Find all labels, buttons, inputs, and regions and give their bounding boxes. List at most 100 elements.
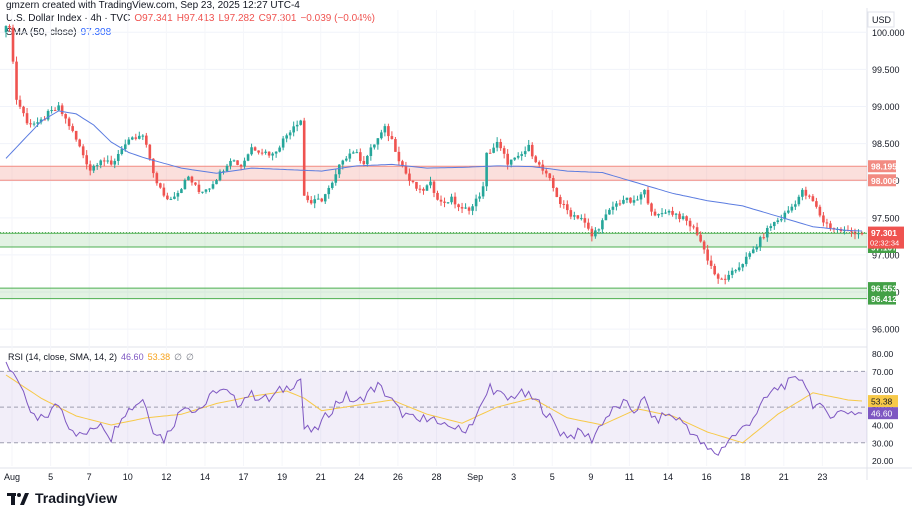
candle-body bbox=[408, 173, 411, 181]
resistance-label: 98.195 bbox=[871, 162, 897, 172]
rsi-ma-axis-label: 53.38 bbox=[871, 397, 893, 407]
candle-body bbox=[127, 139, 131, 145]
candle-body bbox=[481, 186, 485, 197]
candle-body bbox=[485, 152, 488, 187]
support-label: 96.553 bbox=[871, 284, 897, 294]
candle-body bbox=[467, 207, 471, 211]
time-tick-label: 17 bbox=[239, 472, 249, 482]
candle-body bbox=[583, 218, 587, 223]
candle-body bbox=[548, 173, 552, 179]
candle-body bbox=[99, 160, 103, 166]
candle-body bbox=[225, 165, 229, 172]
candle-body bbox=[464, 207, 467, 209]
candle-body bbox=[74, 130, 78, 140]
candle-body bbox=[330, 182, 334, 188]
candle-body bbox=[688, 220, 692, 227]
candle-body bbox=[327, 187, 331, 195]
rsi-title[interactable]: RSI (14, close, SMA, 14, 2) bbox=[8, 352, 118, 362]
countdown-label: 02:32:34 bbox=[870, 239, 899, 248]
candle-body bbox=[190, 176, 194, 183]
rsi-ma-value: 53.38 bbox=[147, 352, 171, 362]
candle-body bbox=[723, 278, 727, 280]
time-tick-label: 14 bbox=[663, 472, 673, 482]
candle-body bbox=[92, 165, 96, 171]
candle-body bbox=[418, 188, 422, 190]
candle-body bbox=[597, 229, 601, 231]
support-zone bbox=[0, 288, 867, 299]
candle-body bbox=[278, 147, 281, 152]
candle-body bbox=[46, 110, 50, 120]
candle-body bbox=[401, 161, 404, 166]
candle-body bbox=[443, 201, 446, 203]
candle-body bbox=[716, 274, 720, 279]
candle-body bbox=[439, 199, 443, 202]
last-price-label: 97.301 bbox=[871, 228, 897, 238]
price-tick-label: 98.500 bbox=[872, 139, 900, 149]
support-label-box bbox=[868, 282, 896, 295]
currency-box[interactable] bbox=[867, 11, 895, 28]
time-tick-label: 26 bbox=[393, 472, 403, 482]
candle-body bbox=[341, 160, 345, 165]
candle-body bbox=[492, 147, 495, 153]
candle-body bbox=[660, 213, 664, 215]
candle-body bbox=[116, 153, 120, 161]
candle-body bbox=[53, 110, 57, 112]
tradingview-logo-icon bbox=[7, 492, 29, 505]
candle-body bbox=[446, 202, 450, 204]
candle-body bbox=[653, 211, 657, 216]
candle-body bbox=[250, 147, 253, 155]
candle-body bbox=[748, 253, 752, 257]
candle-body bbox=[201, 191, 204, 193]
candle-body bbox=[695, 227, 699, 235]
candle-body bbox=[257, 150, 260, 153]
candle-body bbox=[159, 183, 162, 188]
candle-body bbox=[751, 249, 755, 254]
candle-body bbox=[737, 267, 741, 271]
candle-body bbox=[355, 152, 359, 154]
candle-body bbox=[422, 188, 425, 191]
candle-body bbox=[215, 180, 218, 185]
candle-body bbox=[502, 148, 506, 154]
candle-body bbox=[323, 194, 327, 202]
candle-body bbox=[267, 151, 271, 156]
candle-body bbox=[530, 144, 534, 157]
candle-body bbox=[187, 176, 190, 181]
candle-body bbox=[808, 195, 811, 197]
candle-body bbox=[397, 151, 401, 162]
candle-body bbox=[436, 192, 439, 200]
candle-body bbox=[194, 182, 197, 185]
support-zone bbox=[0, 233, 867, 247]
candle-body bbox=[787, 210, 790, 213]
candle-body bbox=[692, 226, 695, 228]
candle-body bbox=[152, 158, 155, 174]
price-tick-label: 99.000 bbox=[872, 102, 900, 112]
candle-body bbox=[429, 181, 432, 186]
candle-body bbox=[264, 151, 267, 153]
candle-body bbox=[520, 154, 524, 156]
candle-body bbox=[608, 209, 611, 215]
candle-body bbox=[362, 160, 366, 165]
symbol-title[interactable]: U.S. Dollar Index · 4h · TVC bbox=[6, 13, 131, 24]
price-tick-label: 96.000 bbox=[872, 325, 900, 335]
candle-body bbox=[123, 144, 127, 150]
candle-body bbox=[622, 199, 625, 204]
tradingview-logo[interactable]: TradingView bbox=[7, 490, 117, 506]
candle-body bbox=[632, 200, 636, 203]
candle-body bbox=[566, 204, 569, 211]
time-tick-label: 12 bbox=[161, 472, 171, 482]
candle-body bbox=[790, 206, 794, 211]
candle-body bbox=[555, 187, 559, 198]
candle-body bbox=[537, 162, 541, 165]
candle-body bbox=[544, 170, 548, 174]
candle-body bbox=[218, 171, 222, 181]
candle-body bbox=[285, 135, 288, 139]
candle-body bbox=[383, 126, 387, 133]
candle-body bbox=[11, 27, 15, 62]
candle-body bbox=[95, 165, 99, 167]
candle-body bbox=[811, 196, 815, 202]
resistance-label-box bbox=[868, 174, 896, 187]
candle-body bbox=[516, 155, 520, 158]
candle-body bbox=[765, 228, 769, 238]
last-price-box bbox=[868, 226, 904, 249]
